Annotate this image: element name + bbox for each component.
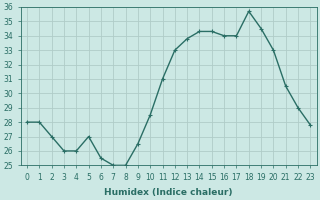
X-axis label: Humidex (Indice chaleur): Humidex (Indice chaleur) bbox=[104, 188, 233, 197]
